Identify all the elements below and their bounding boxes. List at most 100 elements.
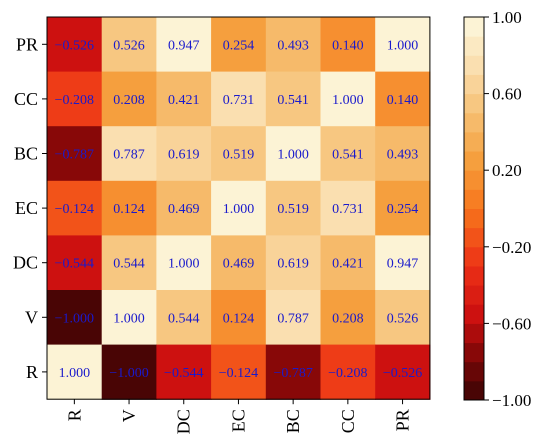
y-tick-label: EC <box>15 198 38 218</box>
heatmap-cell <box>265 17 322 73</box>
heatmap-cell <box>156 344 212 400</box>
heatmap-cell <box>47 235 103 291</box>
colorbar-tick-label: 0.60 <box>492 85 522 104</box>
colorbar-band <box>464 246 484 267</box>
heatmap-cell <box>320 71 376 127</box>
heatmap-cell <box>47 180 103 236</box>
heatmap-cell <box>265 180 322 236</box>
cell-value-label: 0.731 <box>332 202 364 217</box>
cell-value-label: −0.526 <box>55 38 94 53</box>
x-tick-label: PR <box>393 409 413 431</box>
colorbar-band <box>464 170 484 190</box>
heatmap-cell <box>47 17 103 73</box>
colorbar-tick-label: 0.20 <box>492 161 522 180</box>
cell-value-label: 0.493 <box>277 38 309 53</box>
cell-value-label: 1.000 <box>168 257 200 272</box>
heatmap-cell <box>211 126 267 182</box>
colorbar-band <box>464 361 484 382</box>
heatmap-cells <box>47 17 431 400</box>
heatmap-cell <box>101 17 157 73</box>
cell-value-label: 0.140 <box>387 93 419 108</box>
colorbar-band <box>464 380 484 401</box>
colorbar-band <box>464 17 484 37</box>
heatmap-cell <box>101 235 157 291</box>
colorbar <box>463 16 485 401</box>
cell-value-label: 0.493 <box>387 148 419 163</box>
y-tick-label: CC <box>14 89 38 109</box>
cell-value-label: 0.254 <box>387 202 419 217</box>
cell-value-label: −0.544 <box>164 366 203 381</box>
heatmap-cell <box>211 344 267 400</box>
colorbar-band <box>464 189 484 209</box>
cell-value-label: 1.000 <box>59 366 91 381</box>
colorbar-tick-label: −1.00 <box>492 391 531 410</box>
cell-value-label: 0.519 <box>223 148 255 163</box>
x-tick-label: BC <box>283 409 303 433</box>
cell-value-label: −0.787 <box>55 148 94 163</box>
cell-value-label: 1.000 <box>387 38 419 53</box>
cell-value-label: 0.544 <box>168 311 200 326</box>
cell-value-label: 0.124 <box>223 311 255 326</box>
heatmap-cell <box>156 290 212 346</box>
heatmap-cell <box>265 290 322 346</box>
colorbar-band <box>464 285 484 305</box>
colorbar-band <box>464 227 484 248</box>
cell-value-label: 0.731 <box>223 93 255 108</box>
heatmap-cell <box>320 180 376 236</box>
y-axis: PR CC BC EC DC V R <box>13 34 47 382</box>
colorbar-tick-label: 1.00 <box>492 8 522 27</box>
colorbar-band <box>464 55 484 75</box>
x-tick-label: CC <box>338 409 358 433</box>
heatmap-cell <box>156 235 212 291</box>
cell-value-label: 0.947 <box>168 38 200 53</box>
cell-value-label: 0.254 <box>223 38 255 53</box>
heatmap-cell <box>101 71 157 127</box>
heatmap-cell <box>320 235 376 291</box>
heatmap-cell <box>211 71 267 127</box>
cell-value-label: 0.544 <box>113 257 145 272</box>
cell-value-label: −0.208 <box>328 366 367 381</box>
heatmap-cell <box>156 71 212 127</box>
cell-value-label: 1.000 <box>223 202 255 217</box>
x-tick-label: V <box>119 409 139 422</box>
heatmap-cell <box>320 17 376 73</box>
y-tick-label: V <box>25 307 38 327</box>
heatmap-cell <box>375 235 431 291</box>
heatmap-cell <box>47 290 103 346</box>
cell-value-label: 0.541 <box>332 148 364 163</box>
cell-value-label: 0.519 <box>277 202 309 217</box>
heatmap-cell <box>101 180 157 236</box>
cell-value-label: −0.124 <box>55 202 94 217</box>
heatmap-cell <box>47 71 103 127</box>
heatmap-cell <box>375 344 431 400</box>
heatmap-cell <box>156 126 212 182</box>
colorbar-axis: 1.00 0.60 0.20 −0.20 −0.60 −1.00 <box>484 8 531 410</box>
cell-value-labels: −0.526 0.526 0.947 0.254 0.493 0.140 1.000 −0.2… <box>55 38 423 381</box>
x-tick-label: DC <box>174 409 194 434</box>
heatmap-cell <box>320 344 376 400</box>
cell-value-label: 0.469 <box>168 202 200 217</box>
cell-value-label: 0.526 <box>387 311 419 326</box>
heatmap-cell <box>211 180 267 236</box>
cell-value-label: −1.000 <box>109 366 148 381</box>
cell-value-label: 1.000 <box>277 148 309 163</box>
heatmap-cell <box>375 71 431 127</box>
heatmap-cell <box>156 180 212 236</box>
y-tick-label: BC <box>14 144 38 164</box>
cell-value-label: −0.787 <box>273 366 312 381</box>
heatmap-cell <box>265 126 322 182</box>
heatmap-cell <box>320 126 376 182</box>
cell-value-label: 0.541 <box>277 93 309 108</box>
colorbar-tick-label: −0.60 <box>492 314 531 333</box>
cell-value-label: 0.421 <box>332 257 364 272</box>
heatmap-cell <box>101 290 157 346</box>
colorbar-band <box>464 208 484 229</box>
colorbar-band <box>464 304 484 324</box>
x-axis: R V DC EC BC CC PR <box>64 399 413 434</box>
colorbar-band <box>464 265 484 286</box>
colorbar-tick-label: −0.20 <box>492 238 531 257</box>
cell-value-label: 0.787 <box>277 311 309 326</box>
cell-value-label: −0.124 <box>219 366 258 381</box>
heatmap-cell <box>47 126 103 182</box>
y-tick-label: R <box>26 362 38 382</box>
